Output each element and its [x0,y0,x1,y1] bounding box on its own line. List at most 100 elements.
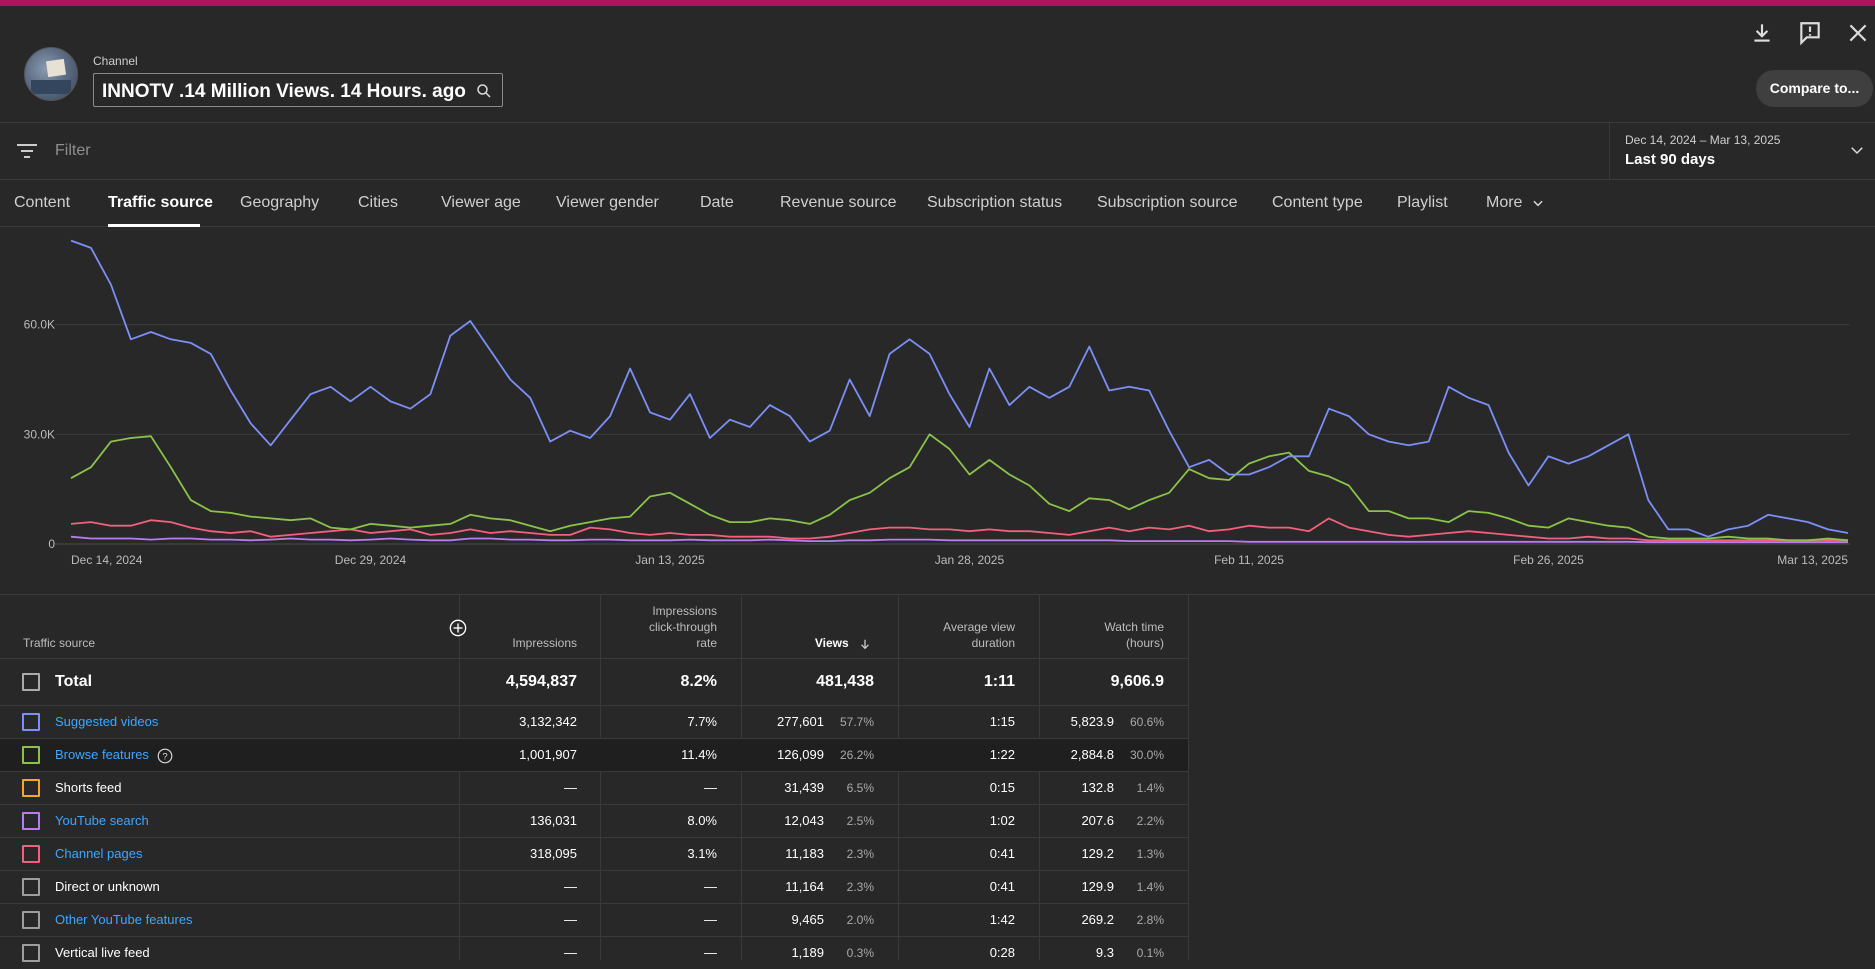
table-row-other-youtube-features[interactable]: Other YouTube features — — 9,465 2.0% 1:42 269… [0,903,1188,936]
tab-more[interactable]: More [1486,194,1545,212]
column-separator [600,595,601,960]
tab-cities[interactable]: Cities [358,194,399,211]
feedback-icon[interactable] [1797,20,1823,46]
total-avg-view-duration: 1:11 [983,673,1015,690]
tab-subscription-source[interactable]: Subscription source [1097,194,1238,211]
row-views: 31,439 [784,780,824,795]
x-tick-label: Jan 13, 2025 [635,553,705,567]
filter-input[interactable]: Filter [55,142,91,159]
table-row-suggested-videos[interactable]: Suggested videos 3,132,342 7.7% 277,601 57.7… [0,705,1188,738]
total-impressions: 4,594,837 [505,673,577,690]
row-checkbox[interactable] [22,713,40,731]
table-row-browse-features[interactable]: Browse features? 1,001,907 11.4% 126,099 26.… [0,738,1188,771]
row-checkbox[interactable] [22,746,40,764]
add-column-icon[interactable] [449,619,467,637]
tab-revenue-source[interactable]: Revenue source [780,194,897,211]
arrow-down-icon [861,639,869,650]
header-avd-line1: Average view [943,620,1015,634]
header-avg-view-duration[interactable]: Average view duration [909,619,1015,651]
close-icon[interactable] [1845,20,1871,46]
column-separator [1039,595,1040,960]
tab-date[interactable]: Date [700,194,734,211]
search-icon[interactable] [475,82,493,100]
compare-button[interactable]: Compare to... [1756,70,1873,107]
row-ctr: — [704,912,717,927]
y-tick-label: 60.0K [24,318,55,332]
row-source-label[interactable]: Suggested videos [55,714,159,729]
row-watch-time-percent: 2.2% [1136,814,1164,828]
series-line-channel-pages [70,517,1848,542]
row-checkbox[interactable] [22,779,40,797]
y-tick-label: 0 [48,537,55,551]
row-impressions: 1,001,907 [519,747,577,762]
table-row-shorts-feed[interactable]: Shorts feed — — 31,439 6.5% 0:15 132.8 1.4% [0,771,1188,804]
row-watch-time: 9.3 [1095,945,1114,960]
row-ctr: 7.7% [687,714,717,729]
row-checkbox[interactable] [22,878,40,896]
date-range-text: Dec 14, 2024 – Mar 13, 2025 [1625,133,1781,147]
total-checkbox[interactable] [22,673,40,691]
tab-content[interactable]: Content [14,194,71,211]
row-ctr: — [704,945,717,960]
x-tick-label: Dec 29, 2024 [335,553,407,567]
table-row-channel-pages[interactable]: Channel pages 318,095 3.1% 11,183 2.3% 0:41 12… [0,837,1188,870]
top-accent-bar [0,0,1875,6]
row-watch-time-percent: 30.0% [1129,748,1164,762]
channel-avatar[interactable] [24,47,78,101]
total-label: Total [55,673,93,690]
tab-playlist[interactable]: Playlist [1397,194,1448,211]
x-tick-label: Feb 26, 2025 [1513,553,1584,567]
table-row-vertical-live-feed[interactable]: Vertical live feed — — 1,189 0.3% 0:28 9.3 0.1% [0,936,1188,969]
row-views-percent: 2.5% [846,814,874,828]
row-checkbox[interactable] [22,911,40,929]
chevron-down-icon[interactable] [1848,141,1866,159]
row-checkbox[interactable] [22,845,40,863]
header-traffic-source[interactable]: Traffic source [23,636,96,650]
row-source-label[interactable]: Other YouTube features [55,912,193,927]
tab-geography[interactable]: Geography [240,194,320,211]
date-range-picker[interactable]: Dec 14, 2024 – Mar 13, 2025 Last 90 days [1609,123,1875,179]
column-separator [741,595,742,960]
header-ctr-line3: rate [696,636,717,650]
table-row-direct-or-unknown[interactable]: Direct or unknown — — 11,164 2.3% 0:41 129.9 1.… [0,870,1188,903]
download-icon[interactable] [1749,20,1775,46]
tab-viewer-gender[interactable]: Viewer gender [556,194,659,211]
dimension-tabs: Content Traffic source Geography Cities … [0,180,1875,227]
header-views[interactable]: Views [752,635,872,651]
row-watch-time: 132.8 [1081,780,1114,795]
total-ctr: 8.2% [680,673,717,690]
table-row-youtube-search[interactable]: YouTube search 136,031 8.0% 12,043 2.5% 1:02 2… [0,804,1188,837]
column-separator [459,595,460,960]
tab-subscription-status[interactable]: Subscription status [927,194,1063,211]
tab-viewer-age[interactable]: Viewer age [441,194,521,211]
row-ctr: 3.1% [687,846,717,861]
row-checkbox[interactable] [22,944,40,962]
tab-content-type[interactable]: Content type [1272,194,1363,211]
header-ctr-line2: click-through [648,620,717,634]
header-ctr[interactable]: Impressions click-through rate [611,603,717,651]
help-icon[interactable]: ? [157,748,173,764]
row-watch-time-percent: 1.4% [1136,880,1164,894]
row-source-label[interactable]: YouTube search [55,813,149,828]
x-tick-label: Mar 13, 2025 [1777,553,1848,567]
row-ctr: 8.0% [687,813,717,828]
avatar-paper-shape [45,58,67,78]
header-impressions[interactable]: Impressions [512,636,577,650]
tab-traffic-source[interactable]: Traffic source [108,194,213,211]
x-tick-label: Jan 28, 2025 [935,553,1005,567]
filter-icon[interactable] [16,142,38,160]
channel-selector[interactable]: INNOTV .14 Million Views. 14 Hours. ago [93,73,503,107]
row-avg-view-duration: 0:41 [989,879,1015,894]
row-source-label: Vertical live feed [55,945,150,960]
y-tick-label: 30.0K [24,427,55,441]
chevron-down-icon [1533,200,1543,207]
row-checkbox[interactable] [22,812,40,830]
row-views: 9,465 [791,912,824,927]
header-watch-time[interactable]: Watch time (hours) [1050,619,1164,651]
row-impressions: — [564,879,577,894]
row-source-label[interactable]: Channel pages [55,846,143,861]
row-avg-view-duration: 1:22 [989,747,1015,762]
row-source-label[interactable]: Browse features? [55,747,173,764]
x-tick-label: Feb 11, 2025 [1214,553,1284,567]
